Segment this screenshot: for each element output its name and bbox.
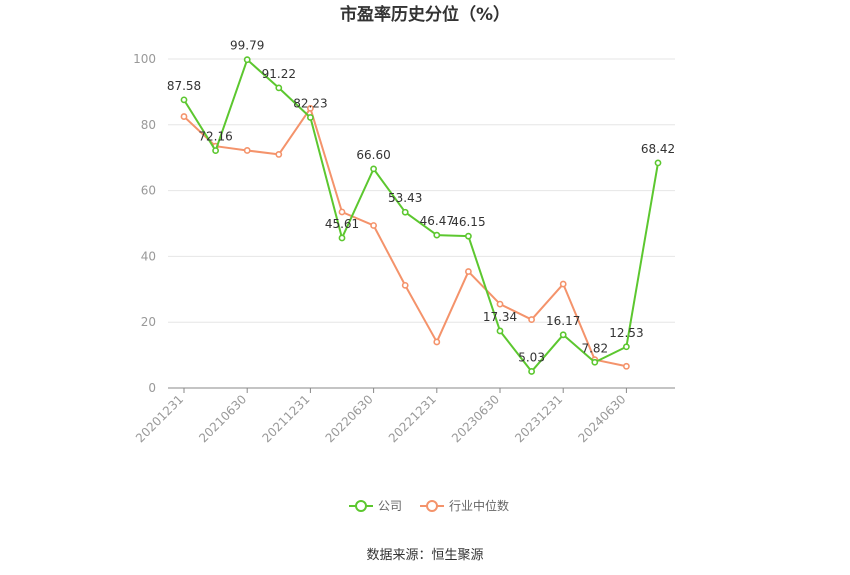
data-point: [275, 151, 283, 158]
legend[interactable]: 公司 行业中位数: [349, 498, 509, 513]
data-source-note: 数据来源：恒生聚源: [366, 548, 483, 563]
data-label: 16.17: [546, 314, 580, 328]
data-point: [306, 104, 314, 112]
data-label: 91.22: [262, 67, 296, 81]
data-point: [433, 231, 441, 239]
x-tick-label: 20210630: [196, 392, 249, 445]
data-label: 87.58: [167, 79, 201, 93]
data-label: 7.82: [581, 341, 608, 355]
data-point: [243, 147, 251, 154]
data-label: 82.23: [293, 96, 327, 110]
data-label: 53.43: [388, 191, 422, 205]
x-tick-label: 20240630: [575, 392, 628, 445]
y-tick-label: 80: [141, 118, 156, 132]
data-point: [496, 300, 504, 308]
data-label: 66.60: [356, 148, 390, 162]
y-tick-label: 100: [133, 52, 156, 66]
data-point: [464, 268, 472, 275]
x-tick-label: 20201231: [133, 392, 186, 445]
y-tick-label: 20: [141, 315, 156, 329]
legend-item[interactable]: 行业中位数: [420, 498, 509, 513]
data-point: [528, 368, 535, 375]
legend-label: 行业中位数: [449, 498, 509, 513]
data-point: [496, 327, 504, 335]
data-point: [464, 232, 472, 240]
data-label: 99.79: [230, 39, 264, 53]
x-tick-label: 20211231: [259, 392, 312, 445]
data-point: [654, 159, 662, 167]
x-axis: 20201231 20210630 20211231 20220630 20221231…: [133, 387, 675, 445]
data-point: [275, 84, 283, 92]
data-point: [559, 280, 567, 288]
x-tick-label: 20220630: [323, 392, 376, 445]
data-point: [433, 338, 441, 346]
legend-label: 公司: [378, 499, 402, 513]
data-point: [338, 208, 346, 216]
data-label: 72.16: [198, 130, 232, 144]
x-tick-label: 20230630: [449, 392, 502, 445]
data-point: [306, 114, 314, 121]
data-point: [401, 208, 409, 216]
chart-title: 市盈率历史分位（%）: [340, 4, 510, 25]
data-label: 46.47: [420, 214, 454, 228]
data-point: [370, 222, 377, 229]
y-tick-label: 0: [148, 381, 156, 395]
data-point: [591, 358, 599, 366]
gridlines: [168, 58, 675, 323]
data-point: [180, 113, 188, 120]
data-point: [623, 362, 630, 370]
series-line: [183, 58, 659, 373]
data-point: [212, 147, 219, 154]
data-label: 12.53: [609, 326, 643, 340]
data-point: [370, 165, 377, 173]
data-point: [338, 234, 346, 242]
y-tick-label: 40: [141, 249, 156, 263]
series-layer: [180, 56, 662, 375]
data-label: 5.03: [518, 350, 545, 364]
data-point: [180, 96, 188, 104]
data-point: [623, 343, 630, 351]
data-point: [528, 316, 535, 323]
x-tick-label: 20221231: [386, 392, 439, 445]
y-tick-label: 60: [141, 184, 156, 198]
legend-marker: [355, 500, 367, 512]
data-point: [401, 281, 409, 289]
data-label: 46.15: [451, 215, 485, 229]
data-labels: 87.58 72.16 99.79 91.22 82.23 45.61 66.60 53.43…: [167, 39, 675, 365]
data-point: [559, 331, 567, 339]
legend-marker: [426, 500, 439, 512]
y-axis: 0 20 40 60 80 100: [133, 52, 156, 395]
data-label: 68.42: [641, 142, 675, 156]
legend-item[interactable]: 公司: [349, 499, 402, 513]
data-label: 45.61: [325, 217, 359, 231]
data-point: [243, 56, 251, 64]
x-tick-label: 20231231: [512, 392, 565, 445]
data-label: 17.34: [483, 310, 517, 324]
